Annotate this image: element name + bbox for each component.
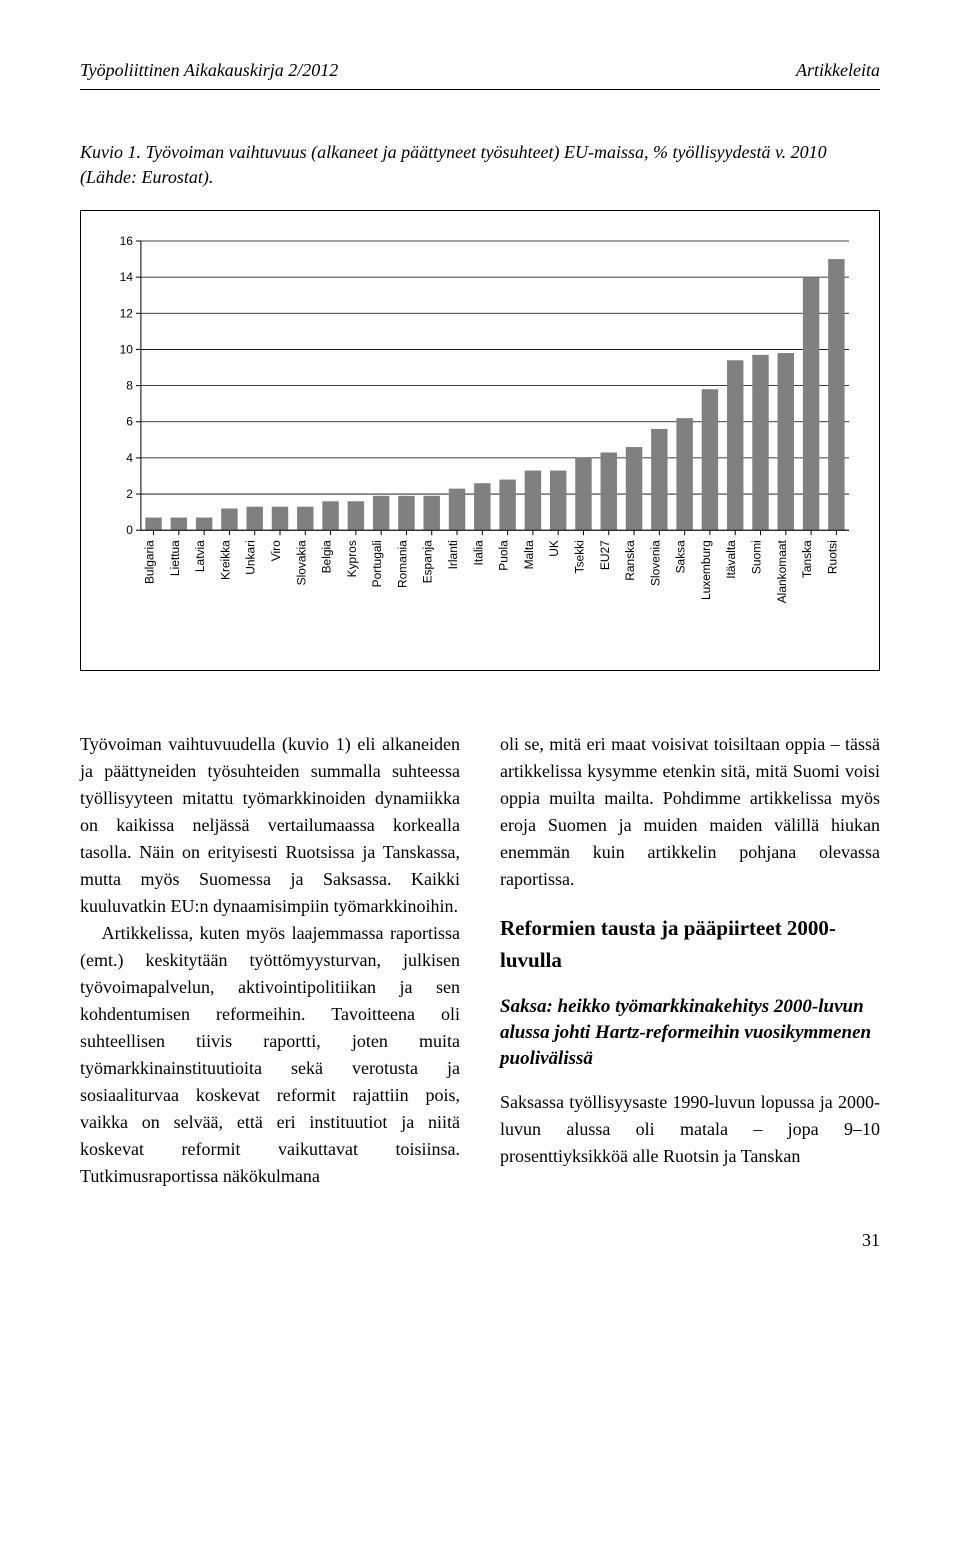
svg-text:Ruotsi: Ruotsi (825, 541, 839, 575)
left-column: Työvoiman vaihtuvuudella (kuvio 1) eli a… (80, 731, 460, 1190)
svg-text:UK: UK (547, 541, 561, 558)
svg-text:Itävalta: Itävalta (724, 540, 738, 579)
section-heading: Reformien tausta ja pääpiirteet 2000-luv… (500, 913, 880, 976)
body-paragraph: Työvoiman vaihtuvuudella (kuvio 1) eli a… (80, 731, 460, 920)
subsection-heading: Saksa: heikko työmarkkinakehitys 2000-lu… (500, 994, 880, 1071)
page-number: 31 (80, 1230, 880, 1251)
running-header: Työpoliittinen Aikakauskirja 2/2012 Arti… (80, 60, 880, 81)
svg-text:14: 14 (120, 270, 134, 284)
body-paragraph: Artikkelissa, kuten myös laajemmassa rap… (80, 920, 460, 1190)
header-rule (80, 89, 880, 90)
svg-text:Italia: Italia (471, 540, 485, 566)
svg-text:4: 4 (126, 451, 133, 465)
svg-text:8: 8 (126, 379, 133, 393)
svg-text:Alankomaat: Alankomaat (775, 540, 789, 604)
svg-text:Slovakia: Slovakia (294, 540, 308, 586)
svg-text:Unkari: Unkari (244, 541, 258, 576)
svg-text:Viro: Viro (269, 540, 283, 561)
text-columns: Työvoiman vaihtuvuudella (kuvio 1) eli a… (80, 731, 880, 1190)
header-right: Artikkeleita (796, 60, 880, 81)
svg-text:Malta: Malta (522, 540, 536, 570)
svg-text:Espanja: Espanja (421, 540, 435, 584)
svg-text:Ranska: Ranska (623, 540, 637, 581)
svg-text:6: 6 (126, 415, 133, 429)
figure-caption: Kuvio 1. Työvoiman vaihtuvuus (alkaneet … (80, 140, 880, 190)
svg-text:Saksa: Saksa (674, 540, 688, 574)
svg-text:Kreikka: Kreikka (218, 540, 232, 580)
svg-text:Latvia: Latvia (193, 540, 207, 572)
svg-text:Kypros: Kypros (345, 541, 359, 578)
svg-text:Irlanti: Irlanti (446, 541, 460, 570)
body-paragraph: Saksassa työllisyysaste 1990-luvun lopus… (500, 1089, 880, 1170)
svg-text:2: 2 (126, 487, 133, 501)
svg-text:EU27: EU27 (598, 540, 612, 570)
svg-text:10: 10 (120, 343, 134, 357)
svg-text:Liettua: Liettua (168, 540, 182, 576)
svg-text:Slovenia: Slovenia (648, 540, 662, 586)
svg-text:Tsekki: Tsekki (572, 541, 586, 574)
right-column: oli se, mitä eri maat voisivat toisiltaa… (500, 731, 880, 1190)
svg-text:0: 0 (126, 524, 133, 538)
svg-text:Bulgaria: Bulgaria (143, 540, 157, 584)
svg-text:Tanska: Tanska (800, 540, 814, 578)
svg-text:16: 16 (120, 234, 134, 248)
svg-text:12: 12 (120, 307, 134, 321)
svg-text:Portugali: Portugali (370, 541, 384, 588)
body-paragraph: oli se, mitä eri maat voisivat toisiltaa… (500, 731, 880, 893)
svg-text:Luxemburg: Luxemburg (699, 541, 713, 601)
chart-container: 0 2 4 6 8 10 12 14 16 Bulgaria Liettua Latvia Kreikk… (80, 210, 880, 671)
svg-text:Romania: Romania (395, 540, 409, 588)
bar-chart: 0 2 4 6 8 10 12 14 16 Bulgaria Liettua Latvia Kreikk… (101, 231, 859, 660)
svg-text:Puola: Puola (497, 540, 511, 571)
svg-text:Belgia: Belgia (320, 540, 334, 574)
header-left: Työpoliittinen Aikakauskirja 2/2012 (80, 60, 338, 81)
svg-text:Suomi: Suomi (750, 541, 764, 575)
